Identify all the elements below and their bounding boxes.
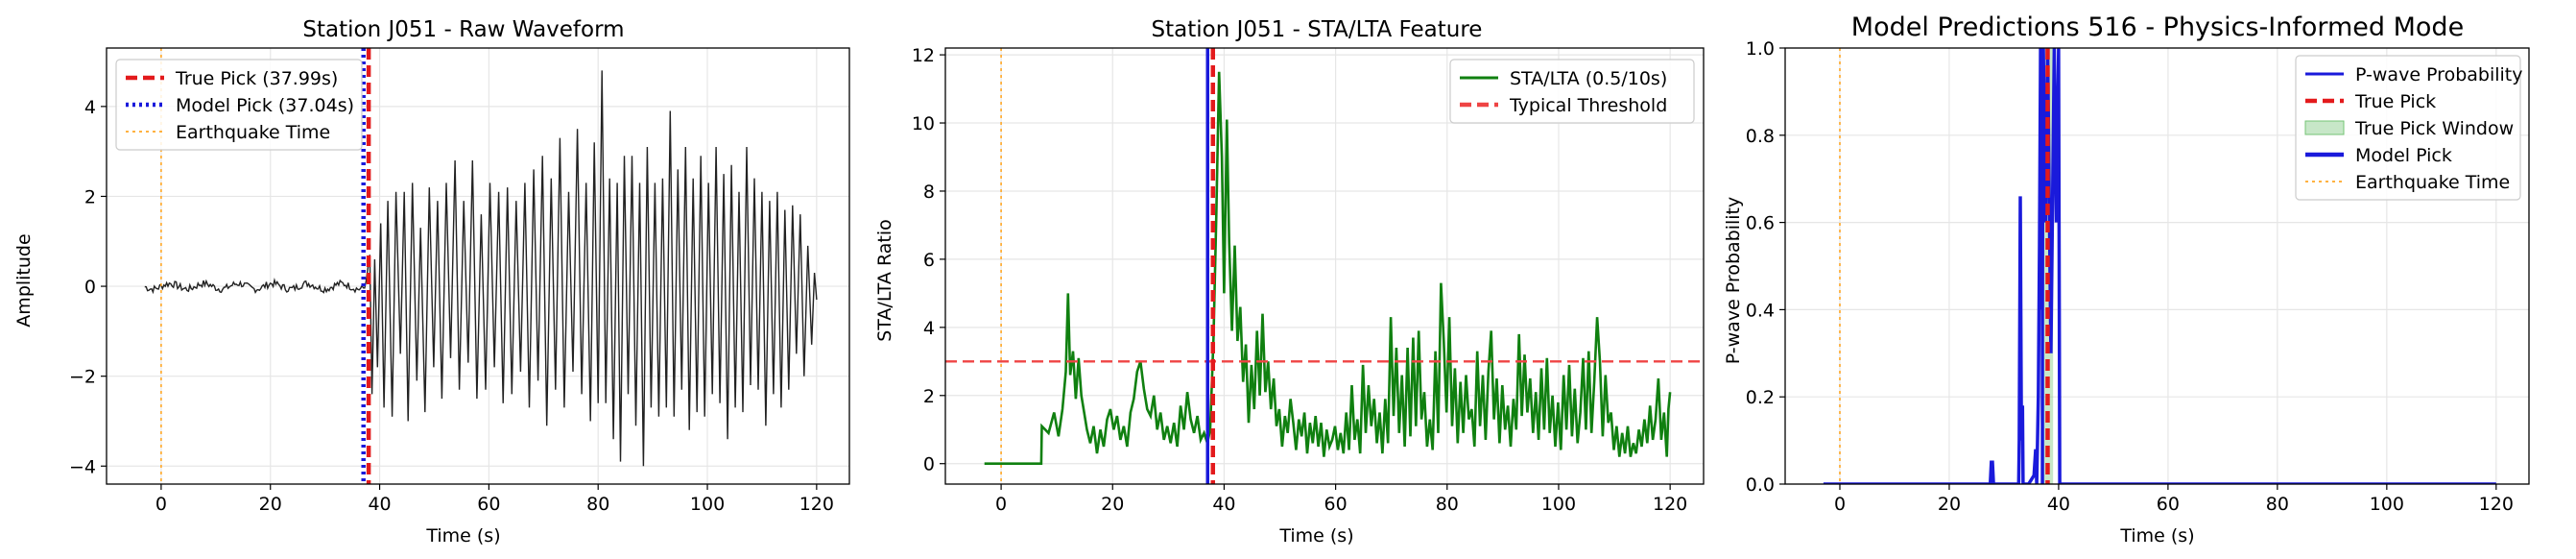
x-tick-label: 20 xyxy=(1101,494,1124,515)
x-tick-label: 0 xyxy=(155,494,167,515)
y-tick-label: 0.8 xyxy=(1746,126,1775,147)
x-tick-label: 120 xyxy=(799,494,834,515)
x-tick-label: 60 xyxy=(2157,494,2180,515)
axis-ticks: 0 20 40 60 80 100 120 0 2 4 6 8 10 12 xyxy=(912,45,1687,515)
y-tick-label: 12 xyxy=(912,45,935,66)
x-tick-label: 100 xyxy=(2370,494,2404,515)
chart-title: Station J051 - STA/LTA Feature xyxy=(1152,17,1483,42)
chart-panel-sta-lta: Station J051 - STA/LTA Feature Time (s) … xyxy=(874,17,1705,547)
legend-label: True Pick xyxy=(2354,91,2436,112)
legend-box xyxy=(2295,55,2521,201)
grid xyxy=(945,48,1704,484)
axes-frame xyxy=(106,47,850,485)
x-tick-label: 60 xyxy=(477,494,500,515)
chart-title: Model Predictions 516 - Physics-Informed… xyxy=(1851,12,2464,42)
legend-swatch xyxy=(2304,120,2345,135)
x-axis-label: Time (s) xyxy=(425,525,500,547)
x-tick-label: 60 xyxy=(1324,494,1348,515)
x-tick-label: 20 xyxy=(1938,494,1961,515)
y-tick-label: 10 xyxy=(912,113,935,134)
y-axis-label: STA/LTA Ratio xyxy=(874,219,895,342)
legend-label: True Pick Window xyxy=(2354,118,2514,139)
axes-frame xyxy=(1784,47,2530,485)
x-tick-label: 120 xyxy=(2479,494,2514,515)
chart-panel-model-predictions: Model Predictions 516 - Physics-Informed… xyxy=(1723,12,2530,547)
x-tick-label: 80 xyxy=(1436,494,1459,515)
legend-label: Model Pick xyxy=(2355,145,2452,166)
x-axis-label: Time (s) xyxy=(2119,525,2194,547)
y-tick-label: 4 xyxy=(923,318,935,339)
chart-title: Station J051 - Raw Waveform xyxy=(302,17,624,42)
legend-label: P-wave Probability xyxy=(2355,64,2523,85)
plot-area xyxy=(1823,48,2496,484)
legend-label: Earthquake Time xyxy=(176,122,330,143)
x-tick-label: 100 xyxy=(1541,494,1576,515)
x-tick-label: 40 xyxy=(2047,494,2070,515)
x-tick-label: 0 xyxy=(1834,494,1846,515)
plot-clip xyxy=(144,48,818,484)
plot-clip xyxy=(1823,48,2496,484)
plot-area xyxy=(945,48,1704,484)
plot-clip xyxy=(945,48,1704,484)
legend-box xyxy=(1449,59,1695,124)
axis-ticks: 0 20 40 60 80 100 120 −4 −2 0 2 4 xyxy=(69,97,834,515)
x-axis-label: Time (s) xyxy=(1278,525,1353,547)
y-tick-label: 0 xyxy=(84,277,96,298)
y-tick-label: 8 xyxy=(923,182,935,203)
y-tick-label: 4 xyxy=(84,97,96,118)
y-tick-label: −4 xyxy=(69,456,96,477)
x-tick-label: 80 xyxy=(2266,494,2289,515)
y-tick-label: 2 xyxy=(84,186,96,207)
legend-label: True Pick (37.99s) xyxy=(175,68,338,89)
y-axis-label: P-wave Probability xyxy=(1723,197,1744,365)
x-tick-label: 120 xyxy=(1653,494,1687,515)
legend-box xyxy=(115,59,363,151)
y-tick-label: 0.2 xyxy=(1746,387,1775,408)
x-tick-label: 20 xyxy=(259,494,282,515)
y-tick-label: 1.0 xyxy=(1746,38,1775,60)
chart-panel-raw-waveform: Station J051 - Raw Waveform Time (s) Amp… xyxy=(13,17,850,547)
y-tick-label: 0 xyxy=(923,454,935,475)
x-tick-label: 80 xyxy=(586,494,609,515)
legend-label: Earthquake Time xyxy=(2355,172,2510,193)
legend: True Pick (37.99s) Model Pick (37.04s) Ear… xyxy=(115,59,363,151)
x-tick-label: 100 xyxy=(690,494,725,515)
y-tick-label: 0.6 xyxy=(1746,213,1775,234)
legend-label: STA/LTA (0.5/10s) xyxy=(1510,68,1667,89)
y-tick-label: −2 xyxy=(69,367,96,388)
legend: STA/LTA (0.5/10s) Typical Threshold xyxy=(1449,59,1695,124)
axis-ticks: 0 20 40 60 80 100 120 0.0 0.2 0.4 0.6 0.8 1.0 xyxy=(1746,38,2514,515)
y-axis-label: Amplitude xyxy=(13,233,35,327)
legend-label: Typical Threshold xyxy=(1509,95,1667,116)
series-line xyxy=(984,71,1672,465)
series-line xyxy=(1823,48,2496,484)
y-tick-label: 6 xyxy=(923,250,935,271)
plot-area xyxy=(144,48,818,484)
y-tick-label: 0.4 xyxy=(1746,300,1775,321)
legend-label: Model Pick (37.04s) xyxy=(176,95,354,116)
y-tick-label: 0.0 xyxy=(1746,474,1775,496)
y-tick-label: 2 xyxy=(923,386,935,407)
legend: P-wave Probability True Pick True Pick Win… xyxy=(2295,55,2523,201)
x-tick-label: 0 xyxy=(995,494,1007,515)
axes-frame xyxy=(944,47,1705,485)
x-tick-label: 40 xyxy=(368,494,391,515)
x-tick-label: 40 xyxy=(1212,494,1235,515)
waveform-line xyxy=(144,70,818,467)
